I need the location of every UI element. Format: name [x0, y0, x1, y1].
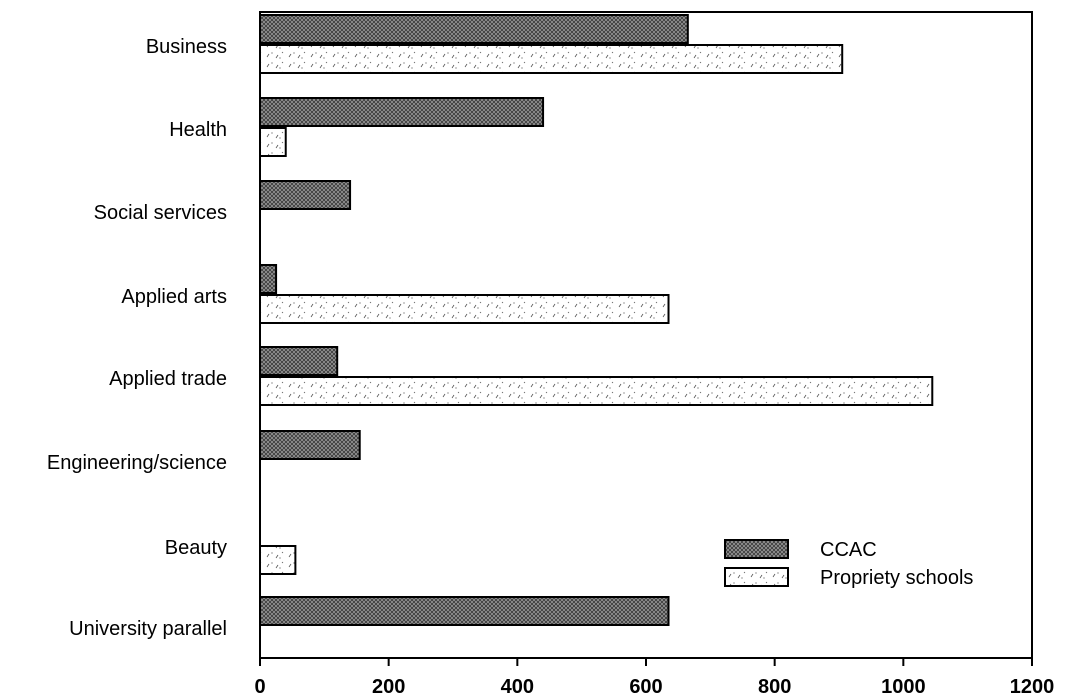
x-tick-label: 0 — [254, 676, 265, 698]
x-tick-label: 1200 — [1010, 676, 1055, 698]
x-tick-label: 1000 — [881, 676, 926, 698]
x-tick-label: 200 — [372, 676, 405, 698]
category-label: Business — [146, 36, 227, 58]
category-label: Applied arts — [121, 286, 227, 308]
legend-label: CCAC — [820, 539, 877, 561]
bar-propriety-schools — [259, 44, 844, 74]
x-axis: 0 200 400 600 800 1000 1200 — [254, 658, 1054, 698]
legend: CCAC Propriety schools — [724, 539, 973, 589]
bar-ccac — [259, 180, 352, 210]
x-tick-label: 400 — [501, 676, 534, 698]
category-labels: Business Health Social services Applied art… — [47, 36, 227, 640]
x-tick-label: 600 — [629, 676, 662, 698]
category-label: Social services — [94, 202, 227, 224]
bar-propriety-schools — [259, 376, 934, 406]
x-tick-label: 800 — [758, 676, 791, 698]
bars-group — [259, 14, 934, 626]
category-label: Beauty — [165, 537, 227, 559]
category-label: Applied trade — [109, 368, 227, 390]
bar-ccac — [259, 346, 339, 376]
bar-ccac — [259, 97, 545, 127]
legend-label: Propriety schools — [820, 567, 973, 589]
bar-ccac — [259, 596, 670, 626]
bar-propriety-schools — [259, 127, 287, 157]
legend-swatch-propriety-schools — [724, 567, 789, 587]
bar-propriety-schools — [259, 545, 297, 575]
category-label: Engineering/science — [47, 452, 227, 474]
legend-swatch-ccac — [724, 539, 789, 559]
bar-ccac — [259, 430, 361, 460]
category-label: University parallel — [69, 618, 227, 640]
bar-ccac — [259, 264, 278, 294]
bar-propriety-schools — [259, 294, 670, 324]
category-label: Health — [169, 119, 227, 141]
bar-ccac — [259, 14, 689, 44]
